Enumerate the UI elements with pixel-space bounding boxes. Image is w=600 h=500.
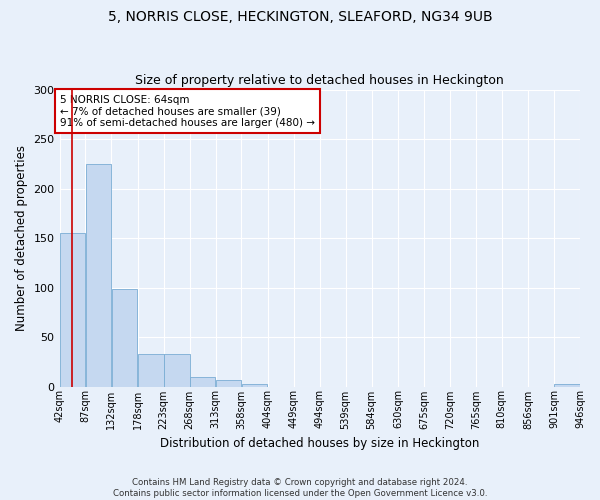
Bar: [190, 376, 215, 386]
Bar: [242, 384, 267, 386]
Bar: [164, 354, 190, 386]
Bar: [112, 288, 137, 386]
Text: 5, NORRIS CLOSE, HECKINGTON, SLEAFORD, NG34 9UB: 5, NORRIS CLOSE, HECKINGTON, SLEAFORD, N…: [107, 10, 493, 24]
Text: 5 NORRIS CLOSE: 64sqm
← 7% of detached houses are smaller (39)
91% of semi-detac: 5 NORRIS CLOSE: 64sqm ← 7% of detached h…: [60, 94, 315, 128]
Title: Size of property relative to detached houses in Heckington: Size of property relative to detached ho…: [136, 74, 504, 87]
Bar: [86, 164, 111, 386]
Bar: [216, 380, 241, 386]
Bar: [59, 233, 85, 386]
Bar: [138, 354, 164, 386]
Y-axis label: Number of detached properties: Number of detached properties: [15, 145, 28, 331]
Bar: [554, 384, 580, 386]
Text: Contains HM Land Registry data © Crown copyright and database right 2024.
Contai: Contains HM Land Registry data © Crown c…: [113, 478, 487, 498]
X-axis label: Distribution of detached houses by size in Heckington: Distribution of detached houses by size …: [160, 437, 479, 450]
